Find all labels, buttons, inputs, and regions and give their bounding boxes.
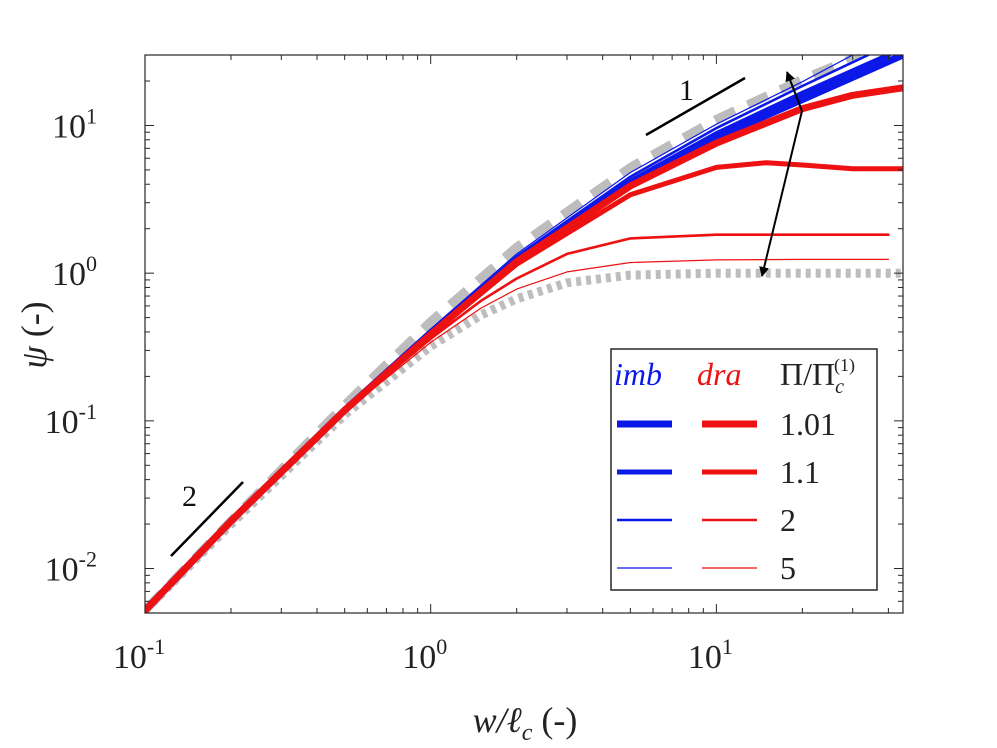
y-axis-label: ψ (-) <box>14 301 54 368</box>
legend-entry-label: 2 <box>780 502 796 538</box>
y-tick-label: 100 <box>52 251 97 293</box>
legend-header-imb: imb <box>614 356 662 392</box>
arrow-up <box>785 71 803 112</box>
series-line-7 <box>145 84 903 613</box>
legend-entry-label: 1.01 <box>780 406 836 442</box>
slope-1-label: 1 <box>679 74 694 107</box>
ticks-layer: 10-1 100 101 10-2 10-1 100 101 <box>45 54 903 676</box>
x-tick-label: 101 <box>688 634 733 676</box>
legend-header-dra: dra <box>697 356 741 392</box>
legend-entry-label: 1.1 <box>780 454 820 490</box>
x-axis-label: w/ℓc (-) <box>473 700 578 746</box>
arrow-down <box>759 110 803 277</box>
slope-2-label: 2 <box>182 480 197 513</box>
reference-curve-0 <box>145 55 863 613</box>
axes-frame <box>144 54 904 614</box>
slope-2-line <box>170 481 244 557</box>
y-tick-label: 10-1 <box>45 399 97 441</box>
plot-frame <box>144 54 904 614</box>
x-tick-label: 100 <box>402 634 447 676</box>
legend: imb dra Π/Πc(1) 1.01 1.1 2 5 <box>610 348 878 591</box>
x-tick-label: 10-1 <box>113 634 165 676</box>
curves-layer <box>145 55 903 613</box>
y-tick-label: 10-2 <box>45 547 97 589</box>
legend-entry-label: 5 <box>780 550 796 586</box>
legend-header-param: Π/Πc(1) <box>780 355 855 398</box>
annotations-layer: 21 <box>170 71 803 557</box>
y-tick-label: 101 <box>52 103 97 145</box>
slope-1-line <box>645 76 746 137</box>
